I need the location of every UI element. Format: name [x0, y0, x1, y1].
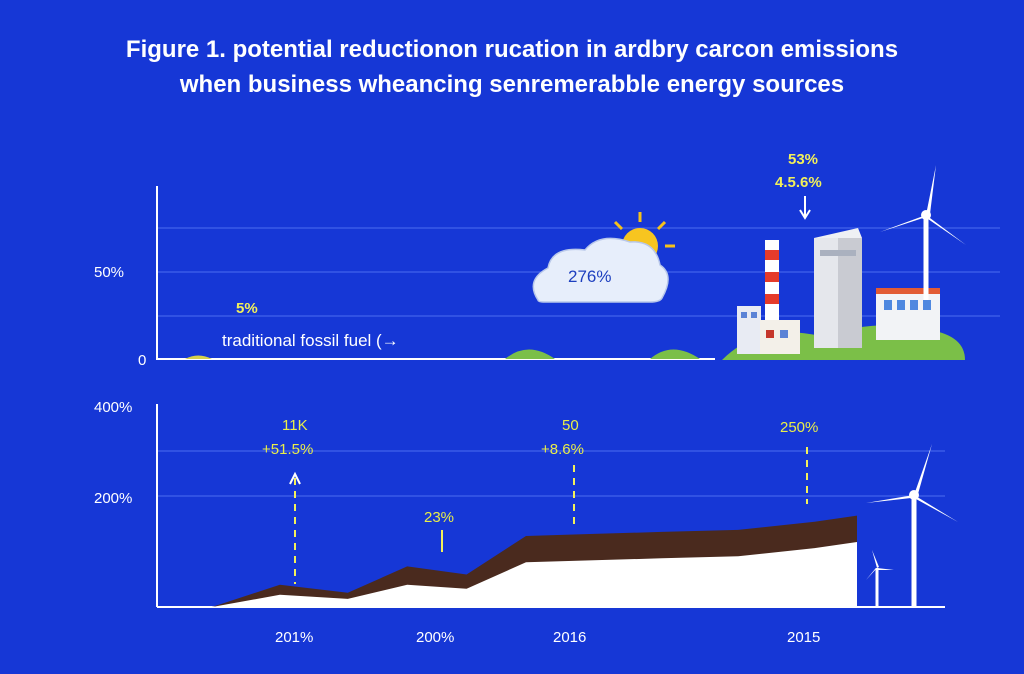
top-ytick-label: 0	[138, 352, 146, 369]
x-tick-label: 201%	[275, 629, 313, 646]
annotation-label: 23%	[424, 509, 454, 526]
annotation-label: 250%	[780, 419, 818, 436]
hill-shape	[505, 349, 555, 359]
bottom-ytick-label: 200%	[94, 490, 132, 507]
wind-turbine-icon	[866, 550, 894, 607]
title-line-2: when business wheancing senremerabble en…	[179, 71, 845, 98]
hill-shape	[650, 349, 700, 359]
title-line-1: Figure 1. potential reductionon rucation…	[125, 36, 899, 63]
wind-turbine-icon	[866, 444, 958, 607]
hill-shape	[185, 355, 212, 359]
top-ytick-label: 50%	[94, 264, 124, 281]
cloud-value-label: 276%	[568, 267, 611, 286]
cloud-sun-icon	[532, 212, 675, 303]
bottom-ytick-label: 400%	[94, 399, 132, 416]
renewable-value-label: 53%	[788, 151, 818, 168]
area-series-lower	[212, 542, 857, 607]
renewable-value-label: 4.5.6%	[775, 174, 822, 191]
city-illustration	[722, 228, 965, 360]
top-panel: 50% 0 5% traditional fossil fuel (→ 276%…	[94, 151, 1000, 369]
annotation-label: +51.5%	[262, 441, 313, 458]
chart-title: Figure 1. potential reductionon rucation…	[0, 32, 1024, 102]
x-tick-label: 2016	[553, 629, 586, 646]
wind-turbine-icon	[880, 165, 966, 300]
fossil-fuel-label: traditional fossil fuel (→	[222, 331, 399, 350]
annotation-label: +8.6%	[541, 441, 584, 458]
down-arrow-icon	[799, 196, 811, 220]
annotation-label: 50	[562, 417, 579, 434]
x-tick-label: 200%	[416, 629, 454, 646]
fossil-value-label: 5%	[236, 300, 258, 317]
x-tick-label: 2015	[787, 629, 820, 646]
annotation-label: 11K	[282, 417, 308, 434]
up-arrow-icon	[289, 471, 301, 485]
bottom-panel: 400% 200% 11K +51.5% 23% 50 +8.6% 250% 2…	[94, 399, 958, 646]
